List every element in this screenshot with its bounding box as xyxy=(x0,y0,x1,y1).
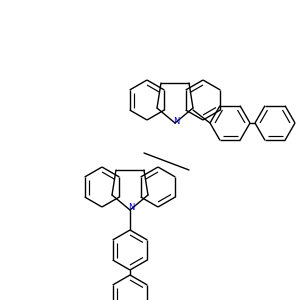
Text: N: N xyxy=(128,203,134,212)
Text: N: N xyxy=(173,116,179,125)
